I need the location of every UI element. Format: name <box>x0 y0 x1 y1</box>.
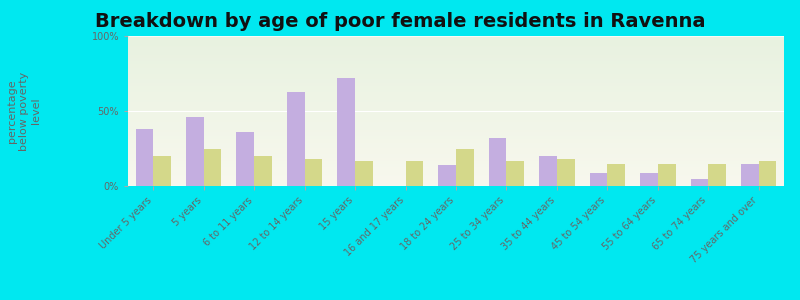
Bar <box>438 165 456 186</box>
Bar <box>186 117 204 186</box>
Bar <box>204 148 222 186</box>
Bar <box>287 92 305 186</box>
Bar <box>135 129 154 186</box>
Bar <box>539 156 557 186</box>
Bar <box>305 159 322 186</box>
Text: percentage
below poverty
level: percentage below poverty level <box>7 71 41 151</box>
Bar <box>690 178 708 186</box>
Bar <box>758 160 777 186</box>
Bar <box>658 164 675 186</box>
Bar <box>489 138 506 186</box>
Bar <box>506 160 524 186</box>
Bar <box>557 159 574 186</box>
Bar <box>607 164 625 186</box>
Bar <box>590 172 607 186</box>
Bar <box>154 156 171 186</box>
Bar <box>355 160 373 186</box>
Bar <box>406 160 423 186</box>
Bar <box>456 148 474 186</box>
Bar <box>708 164 726 186</box>
Bar <box>338 78 355 186</box>
Bar <box>237 132 254 186</box>
Bar <box>640 172 658 186</box>
Bar <box>254 156 272 186</box>
Text: Breakdown by age of poor female residents in Ravenna: Breakdown by age of poor female resident… <box>94 12 706 31</box>
Bar <box>741 164 758 186</box>
